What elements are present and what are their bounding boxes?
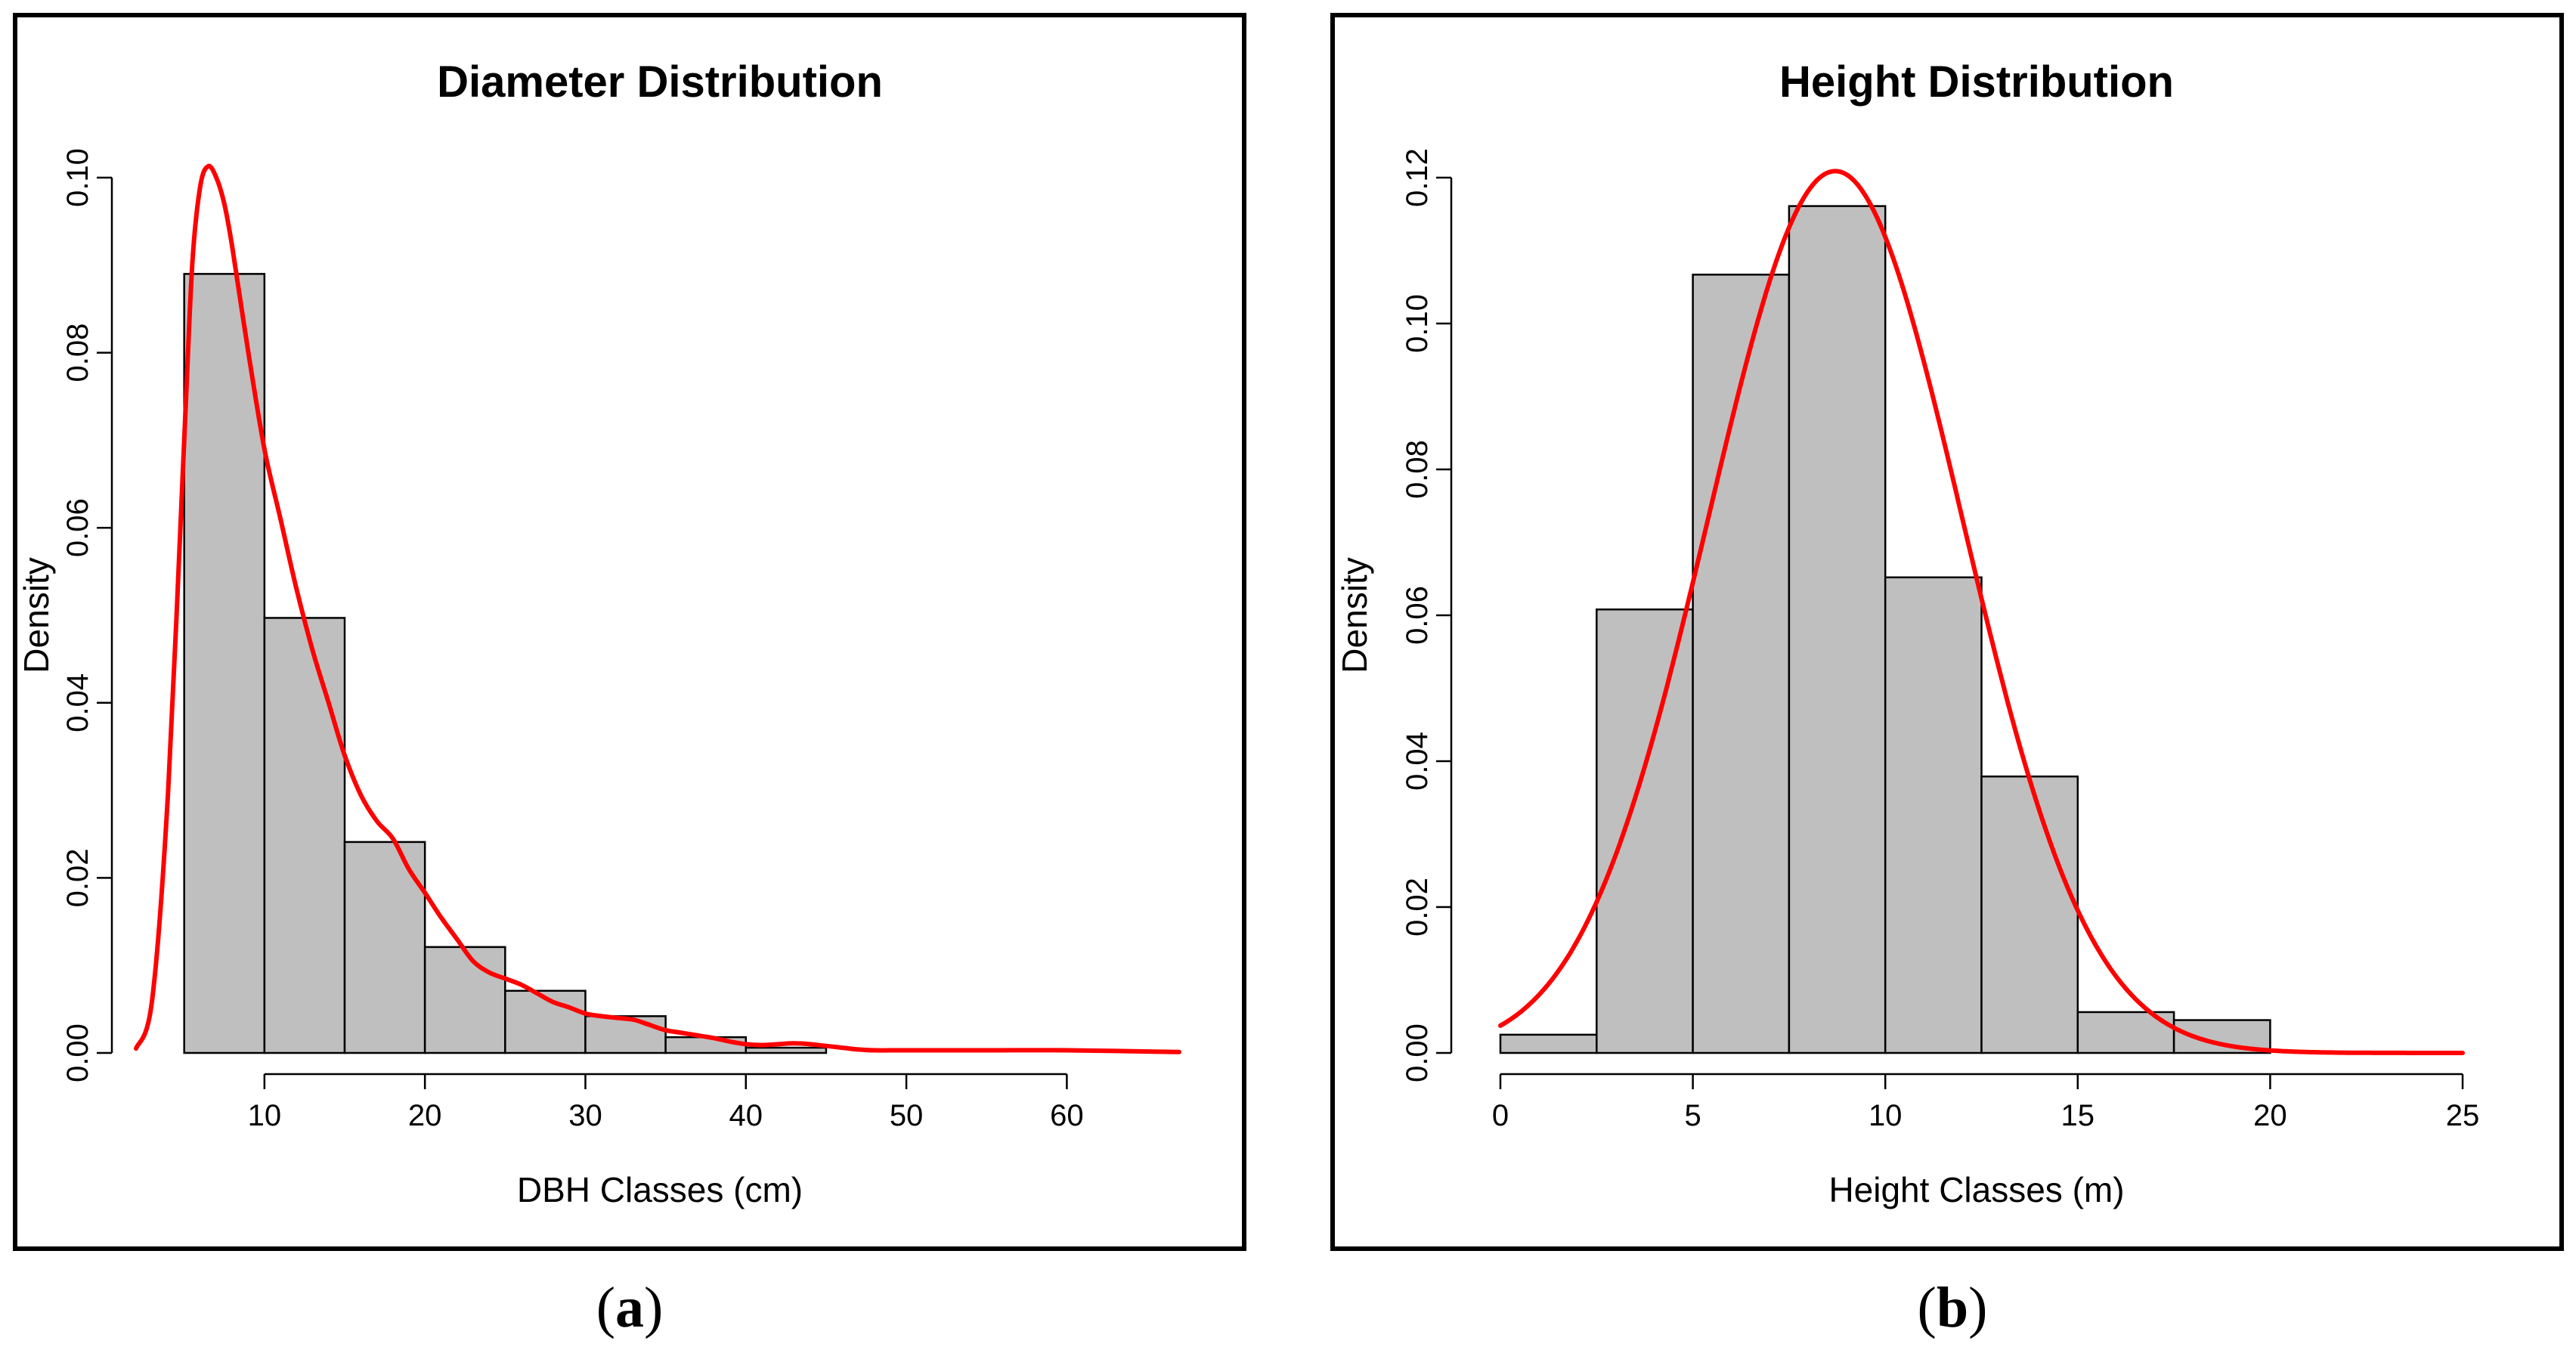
caption-a-letter: a (615, 1276, 644, 1339)
diameter-x-tick-label-2: 30 (568, 1099, 602, 1132)
diameter-y-axis: 0.00 0.02 0.04 0.06 0.08 0.10 (61, 148, 113, 1082)
diameter-bars (183, 273, 828, 1054)
height-x-axis-label: Height Classes (m) (1828, 1170, 2124, 1209)
height-chart-panel: Height Distribution Density Height Class… (1330, 13, 2564, 1251)
diameter-x-axis-label: DBH Classes (cm) (517, 1170, 803, 1209)
diameter-y-tick-label-0: 0.00 (61, 1023, 94, 1082)
height-x-tick-label-0: 0 (1492, 1099, 1509, 1132)
diameter-density-curve (134, 163, 1181, 1054)
diameter-y-tick-label-4: 0.08 (61, 324, 94, 382)
diameter-y-tick-label-1: 0.02 (61, 848, 94, 907)
diameter-y-axis-label: Density (17, 557, 56, 673)
height-x-tick-label-2: 10 (1869, 1099, 1903, 1132)
diameter-bar-0 (183, 273, 266, 1054)
height-bar-3 (1788, 205, 1887, 1054)
caption-b: (b) (1918, 1276, 1988, 1339)
height-x-tick-label-1: 5 (1684, 1099, 1701, 1132)
diameter-bar-6 (664, 1036, 748, 1054)
height-y-axis-label: Density (1335, 557, 1374, 673)
height-bar-2 (1692, 274, 1791, 1054)
height-bar-4 (1884, 576, 1983, 1054)
diameter-density-curve-group (134, 163, 1181, 1054)
diameter-y-tick-label-5: 0.10 (61, 148, 94, 207)
height-y-axis: 0.00 0.02 0.04 0.06 0.08 0.10 0.12 (1401, 148, 1453, 1082)
height-density-curve-group (1498, 169, 2465, 1056)
height-y-tick-label-0: 0.00 (1401, 1023, 1434, 1082)
diameter-x-tick-label-4: 50 (890, 1099, 924, 1132)
height-bars (1499, 205, 2271, 1054)
diameter-chart-title: Diameter Distribution (437, 57, 883, 107)
diameter-x-tick-label-5: 60 (1050, 1099, 1084, 1132)
height-x-axis: 0 5 10 15 20 25 (1492, 1073, 2480, 1132)
height-y-tick-label-3: 0.06 (1401, 586, 1434, 645)
diameter-bar-1 (263, 617, 346, 1054)
diameter-x-tick-label-0: 10 (248, 1099, 282, 1132)
diameter-y-tick-label-2: 0.04 (61, 673, 94, 732)
diameter-y-tick-label-3: 0.06 (61, 498, 94, 557)
height-y-tick-label-1: 0.02 (1401, 878, 1434, 937)
height-chart-frame (1330, 13, 2564, 1251)
height-x-tick-label-3: 15 (2061, 1099, 2095, 1132)
caption-a: (a) (596, 1276, 664, 1339)
diameter-chart-panel: Diameter Distribution Density DBH Classe… (13, 13, 1246, 1251)
height-bar-0 (1499, 1033, 1598, 1054)
height-x-tick-label-4: 20 (2253, 1099, 2287, 1132)
diameter-bar-7 (745, 1046, 828, 1054)
diameter-x-tick-label-3: 40 (729, 1099, 763, 1132)
diameter-chart-frame (13, 13, 1246, 1251)
caption-b-letter: b (1937, 1276, 1968, 1339)
height-chart-title: Height Distribution (1779, 57, 2174, 107)
height-y-tick-label-5: 0.10 (1401, 294, 1434, 353)
diameter-x-axis: 10 20 30 40 50 60 (248, 1073, 1084, 1132)
height-bar-1 (1596, 608, 1694, 1054)
diameter-bar-5 (584, 1015, 667, 1054)
height-y-tick-label-6: 0.12 (1401, 148, 1434, 207)
height-y-tick-label-4: 0.08 (1401, 440, 1434, 499)
diameter-x-tick-label-1: 20 (408, 1099, 442, 1132)
height-bar-5 (1980, 776, 2079, 1054)
height-x-tick-label-5: 25 (2446, 1099, 2480, 1132)
diameter-bar-3 (423, 946, 506, 1054)
height-y-tick-label-2: 0.04 (1401, 732, 1434, 791)
height-density-curve (1498, 169, 2465, 1056)
